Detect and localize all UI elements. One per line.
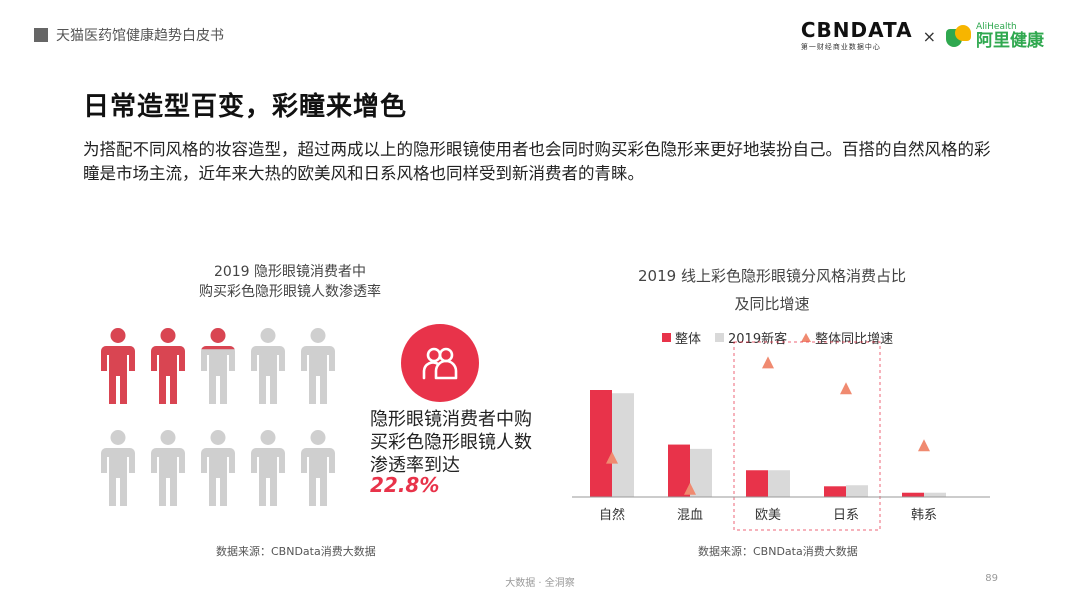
alihealth-logo: AliHealth 阿里健康: [946, 22, 1044, 51]
person-icon: [250, 430, 286, 506]
legend-swatch-overall: [662, 333, 671, 342]
bar-overall: [668, 444, 690, 497]
chart-title: 2019 线上彩色隐形眼镜分风格消费占比 及同比增速: [612, 262, 932, 318]
alihealth-mark-icon: [946, 23, 972, 49]
growth-marker: [840, 382, 852, 395]
growth-marker: [918, 439, 930, 452]
bar-new-customer: [924, 492, 946, 497]
chart-title-line2: 及同比增速: [734, 295, 810, 313]
bar-new-customer: [768, 470, 790, 497]
legend-item-growth: 整体同比增速: [801, 328, 893, 347]
penetration-callout: 隐形眼镜消费者中购买彩色隐形眼镜人数渗透率到达: [370, 409, 532, 476]
legend-triangle-icon: [801, 333, 812, 342]
page-number: 89: [985, 573, 998, 584]
person-icon: [300, 430, 336, 506]
report-square-icon: [34, 28, 48, 42]
x-tick-label: 韩系: [911, 508, 937, 523]
highlight-box: [733, 341, 881, 531]
bar-new-customer: [690, 448, 712, 497]
cbndata-logo-main: CBNDATA: [800, 18, 913, 42]
couple-icon: [422, 347, 458, 380]
person-icon: [250, 328, 286, 404]
person-icon: [200, 430, 236, 506]
legend-label-growth: 整体同比增速: [815, 332, 894, 347]
report-tag: 天猫医药馆健康趋势白皮书: [34, 25, 224, 45]
person-icon: [300, 328, 336, 404]
growth-marker: [606, 451, 618, 464]
legend-swatch-new: [715, 333, 725, 342]
legend-item-overall: 整体: [662, 328, 701, 347]
page-description: 为搭配不同风格的妆容造型，超过两成以上的隐形眼镜使用者也会同时购买彩色隐形来更好…: [83, 140, 991, 183]
logo-separator: ×: [922, 26, 936, 46]
growth-marker: [762, 356, 774, 369]
partner-logos: CBNDATA 第一财经商业数据中心 × AliHealth 阿里健康: [801, 20, 1044, 52]
left-source: 数据来源：CBNData消费大数据: [216, 545, 376, 558]
left-title-line1: 2019 隐形眼镜消费者中: [213, 264, 367, 280]
penetration-value: 22.8%: [370, 473, 440, 497]
cbndata-logo: CBNDATA 第一财经商业数据中心: [801, 20, 913, 52]
bar-overall: [746, 470, 768, 497]
footer-text: 大数据 · 全洞察: [505, 578, 575, 589]
bar-overall: [902, 492, 924, 497]
penetration-pictogram: [100, 328, 340, 506]
chart-title-line1: 2019 线上彩色隐形眼镜分风格消费占比: [638, 267, 906, 285]
style-consumption-chart: 自然 混血 欧美 日系 韩系: [572, 341, 990, 531]
alihealth-logo-en: AliHealth: [976, 21, 1017, 32]
person-icon: [150, 328, 186, 404]
chart-source: 数据来源：CBNData消费大数据: [698, 545, 858, 558]
legend-label-new: 2019新客: [728, 332, 788, 347]
growth-marker: [684, 482, 696, 495]
alihealth-logo-cn: 阿里健康: [976, 30, 1044, 51]
cbndata-logo-sub: 第一财经商业数据中心: [800, 43, 881, 51]
chart-legend: 整体 2019新客 整体同比增速: [662, 328, 893, 347]
x-tick-label: 自然: [599, 507, 625, 523]
x-tick-label: 日系: [833, 508, 859, 523]
left-title-line2: 购买彩色隐形眼镜人数渗透率: [199, 284, 381, 300]
person-icon: [100, 328, 136, 404]
bar-new-customer: [846, 485, 868, 497]
bar-new-customer: [612, 393, 634, 497]
bar-overall: [590, 390, 612, 497]
couple-badge: [401, 324, 479, 402]
person-icon: [200, 328, 236, 404]
x-tick-label: 混血: [677, 508, 703, 523]
page-title: 日常造型百变，彩瞳来增色: [83, 92, 408, 122]
legend-item-new: 2019新客: [715, 328, 787, 347]
person-icon: [100, 430, 136, 506]
x-tick-label: 欧美: [755, 508, 781, 523]
legend-label-overall: 整体: [675, 332, 702, 347]
bar-overall: [824, 486, 846, 497]
person-icon: [150, 430, 186, 506]
report-name: 天猫医药馆健康趋势白皮书: [56, 28, 224, 44]
left-panel-title: 2019 隐形眼镜消费者中 购买彩色隐形眼镜人数渗透率: [150, 262, 430, 302]
